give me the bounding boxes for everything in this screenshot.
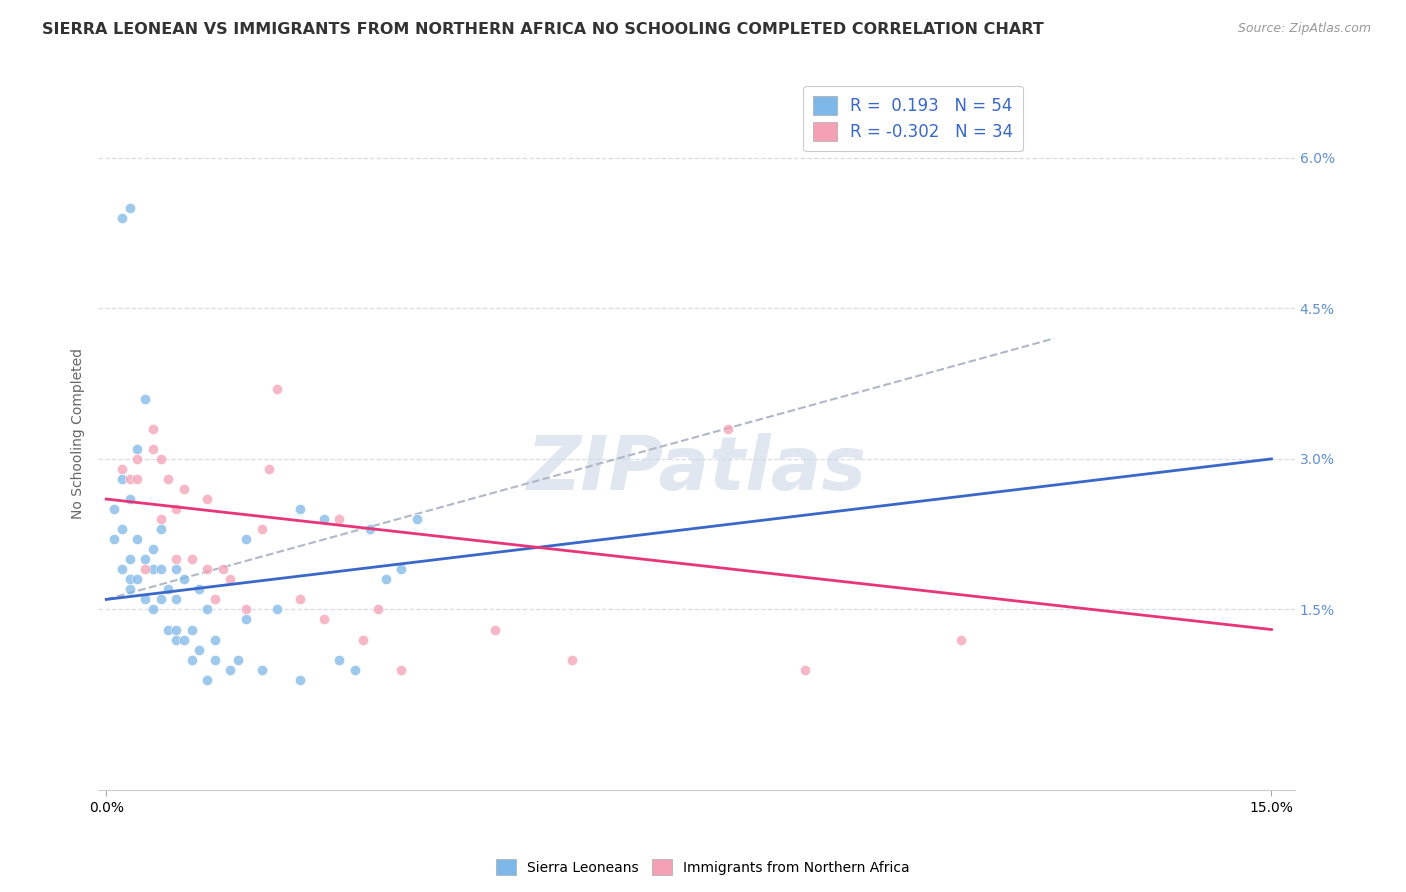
Point [118, 582, 141, 597]
Point [127, 472, 149, 486]
Point [328, 512, 350, 526]
Point [165, 562, 187, 576]
Point [142, 542, 165, 557]
Point [165, 592, 187, 607]
Point [127, 451, 149, 466]
Point [103, 502, 125, 516]
Point [127, 572, 149, 586]
Point [118, 472, 141, 486]
Point [359, 522, 381, 536]
Legend: Sierra Leoneans, Immigrants from Northern Africa: Sierra Leoneans, Immigrants from Norther… [491, 854, 915, 880]
Point [312, 512, 335, 526]
Point [250, 663, 273, 677]
Point [374, 572, 396, 586]
Point [290, 673, 312, 687]
Point [149, 451, 172, 466]
Point [250, 522, 273, 536]
Point [195, 602, 218, 616]
Point [149, 512, 172, 526]
Text: Source: ZipAtlas.com: Source: ZipAtlas.com [1237, 22, 1371, 36]
Point [127, 442, 149, 456]
Point [180, 552, 202, 566]
Point [111, 522, 134, 536]
Point [118, 552, 141, 566]
Point [180, 653, 202, 667]
Point [204, 653, 226, 667]
Point [173, 482, 195, 496]
Point [165, 552, 187, 566]
Point [111, 472, 134, 486]
Point [188, 642, 211, 657]
Point [794, 663, 817, 677]
Point [195, 673, 218, 687]
Text: SIERRA LEONEAN VS IMMIGRANTS FROM NORTHERN AFRICA NO SCHOOLING COMPLETED CORRELA: SIERRA LEONEAN VS IMMIGRANTS FROM NORTHE… [42, 22, 1043, 37]
Point [204, 592, 226, 607]
Point [173, 632, 195, 647]
Point [343, 663, 366, 677]
Point [142, 602, 165, 616]
Point [118, 572, 141, 586]
Point [484, 623, 506, 637]
Point [103, 532, 125, 546]
Point [195, 491, 218, 506]
Point [165, 623, 187, 637]
Point [949, 632, 972, 647]
Legend: R =  0.193   N = 54, R = -0.302   N = 34: R = 0.193 N = 54, R = -0.302 N = 34 [803, 86, 1024, 151]
Point [312, 613, 335, 627]
Point [127, 532, 149, 546]
Point [235, 532, 257, 546]
Point [188, 582, 211, 597]
Point [389, 663, 412, 677]
Point [173, 572, 195, 586]
Point [165, 632, 187, 647]
Point [328, 653, 350, 667]
Point [142, 442, 165, 456]
Point [149, 522, 172, 536]
Point [157, 472, 180, 486]
Point [266, 382, 288, 396]
Point [290, 502, 312, 516]
Point [134, 562, 156, 576]
Point [204, 632, 226, 647]
Point [118, 491, 141, 506]
Point [111, 562, 134, 576]
Point [219, 663, 242, 677]
Point [142, 562, 165, 576]
Point [118, 201, 141, 215]
Point [352, 632, 374, 647]
Y-axis label: No Schooling Completed: No Schooling Completed [72, 348, 86, 519]
Point [111, 462, 134, 476]
Point [219, 572, 242, 586]
Point [367, 602, 389, 616]
Point [235, 613, 257, 627]
Point [717, 422, 740, 436]
Point [134, 392, 156, 406]
Point [134, 592, 156, 607]
Point [165, 502, 187, 516]
Point [149, 592, 172, 607]
Point [259, 462, 281, 476]
Point [561, 653, 583, 667]
Point [211, 562, 233, 576]
Point [149, 562, 172, 576]
Point [195, 562, 218, 576]
Point [266, 602, 288, 616]
Point [290, 592, 312, 607]
Text: ZIPatlas: ZIPatlas [527, 433, 866, 506]
Point [157, 623, 180, 637]
Point [134, 552, 156, 566]
Point [111, 211, 134, 225]
Point [226, 653, 249, 667]
Point [406, 512, 429, 526]
Point [180, 623, 202, 637]
Point [235, 602, 257, 616]
Point [389, 562, 412, 576]
Point [157, 582, 180, 597]
Point [142, 422, 165, 436]
